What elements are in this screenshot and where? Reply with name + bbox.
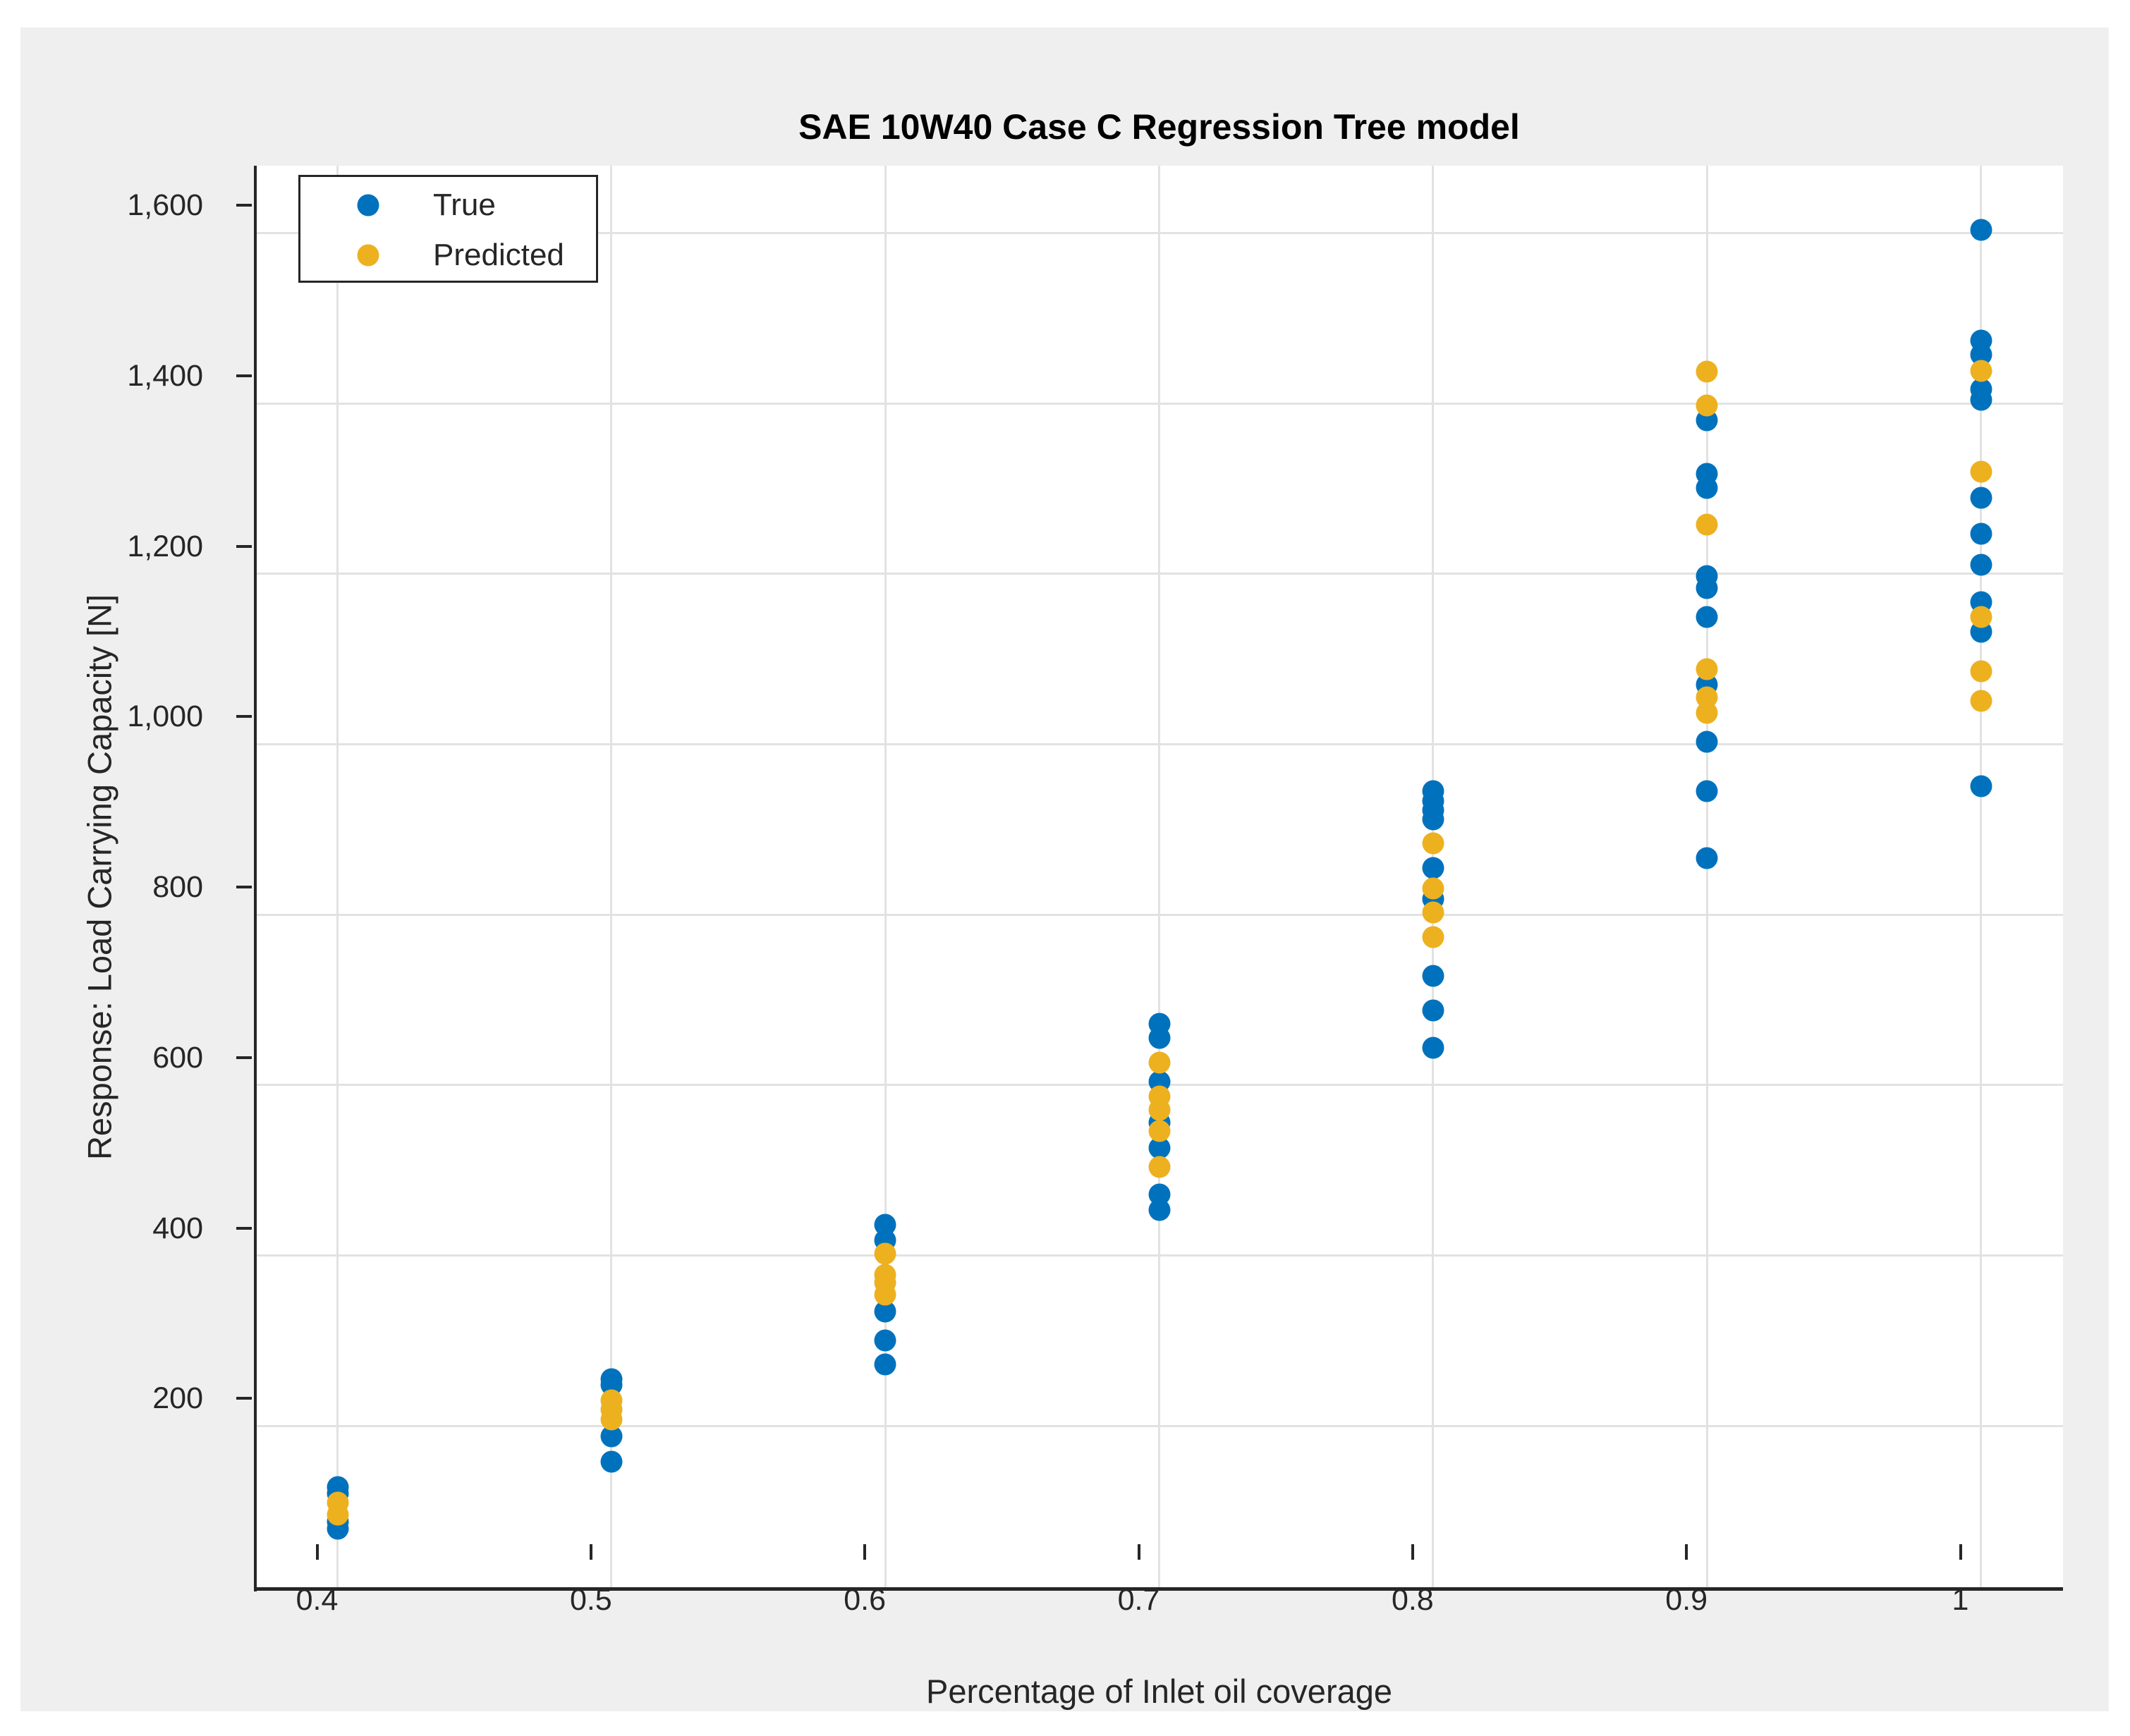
v-gridline-0.7 bbox=[1158, 166, 1160, 1589]
y-tick-label-400: 400 bbox=[152, 1211, 203, 1245]
x-tick-0.9 bbox=[1685, 1544, 1688, 1560]
data-point-predicted bbox=[874, 1242, 896, 1265]
data-point-predicted bbox=[1696, 658, 1718, 680]
data-point-true bbox=[1422, 857, 1444, 879]
plot-area bbox=[255, 166, 2063, 1589]
y-tick-1400 bbox=[236, 374, 252, 378]
data-point-true bbox=[1696, 477, 1718, 499]
data-point-predicted bbox=[1696, 394, 1718, 417]
data-point-predicted bbox=[1422, 832, 1444, 855]
x-tick-0.4 bbox=[315, 1544, 319, 1560]
y-tick-1600 bbox=[236, 204, 252, 207]
v-gridline-0.6 bbox=[884, 166, 887, 1589]
y-tick-400 bbox=[236, 1226, 252, 1230]
x-tick-label-0.7: 0.7 bbox=[1117, 1583, 1160, 1617]
x-tick-label-0.4: 0.4 bbox=[296, 1583, 339, 1617]
data-point-true bbox=[874, 1353, 896, 1376]
data-point-true bbox=[1422, 999, 1444, 1021]
x-tick-label-0.8: 0.8 bbox=[1391, 1583, 1434, 1617]
data-point-predicted bbox=[327, 1503, 348, 1526]
x-tick-label-1: 1 bbox=[1952, 1583, 1969, 1617]
x-tick-label-0.6: 0.6 bbox=[844, 1583, 887, 1617]
data-point-predicted bbox=[874, 1283, 896, 1306]
data-point-predicted bbox=[1970, 460, 1992, 483]
chart-title: SAE 10W40 Case C Regression Tree model bbox=[798, 107, 1520, 147]
data-point-predicted bbox=[1970, 660, 1992, 683]
y-tick-600 bbox=[236, 1056, 252, 1059]
x-tick-0.8 bbox=[1411, 1544, 1414, 1560]
x-axis-spine bbox=[254, 1587, 2063, 1591]
data-point-true bbox=[1148, 1027, 1170, 1049]
data-point-true bbox=[1970, 522, 1992, 545]
x-tick-0.7 bbox=[1137, 1544, 1140, 1560]
y-tick-1000 bbox=[236, 715, 252, 719]
x-tick-1 bbox=[1959, 1544, 1962, 1560]
x-tick-label-0.9: 0.9 bbox=[1665, 1583, 1708, 1617]
data-point-predicted bbox=[1422, 877, 1444, 900]
data-point-true bbox=[874, 1329, 896, 1352]
predicted-marker-icon bbox=[357, 244, 379, 267]
y-tick-200 bbox=[236, 1397, 252, 1400]
figure-background: SAE 10W40 Case C Regression Tree model 2… bbox=[20, 27, 2109, 1711]
y-tick-label-1400: 1,400 bbox=[127, 359, 203, 393]
y-tick-label-1600: 1,600 bbox=[127, 188, 203, 223]
y-tick-800 bbox=[236, 886, 252, 889]
y-tick-label-800: 800 bbox=[152, 870, 203, 905]
v-gridline-0.5 bbox=[610, 166, 613, 1589]
y-axis-spine bbox=[254, 166, 257, 1591]
y-tick-label-200: 200 bbox=[152, 1381, 203, 1416]
y-tick-label-1200: 1,200 bbox=[127, 529, 203, 563]
data-point-true bbox=[1696, 780, 1718, 802]
data-point-predicted bbox=[1696, 513, 1718, 536]
data-point-predicted bbox=[1970, 360, 1992, 382]
v-gridline-1 bbox=[1980, 166, 1982, 1589]
y-tick-label-600: 600 bbox=[152, 1040, 203, 1075]
data-point-true bbox=[600, 1450, 623, 1473]
data-point-true bbox=[1696, 731, 1718, 753]
data-point-predicted bbox=[1696, 702, 1718, 724]
data-point-true bbox=[1422, 965, 1444, 987]
v-gridline-0.4 bbox=[336, 166, 339, 1589]
data-point-true bbox=[1422, 1037, 1444, 1059]
data-point-predicted bbox=[1970, 606, 1992, 628]
legend-item-predicted-label: Predicted bbox=[433, 238, 564, 272]
data-point-predicted bbox=[1696, 360, 1718, 383]
data-point-true bbox=[1970, 219, 1992, 241]
data-point-true bbox=[1970, 554, 1992, 576]
data-point-predicted bbox=[1148, 1120, 1170, 1142]
x-tick-0.6 bbox=[863, 1544, 867, 1560]
x-tick-0.5 bbox=[589, 1544, 592, 1560]
data-point-true bbox=[1970, 389, 1992, 411]
y-tick-1200 bbox=[236, 544, 252, 548]
true-marker-icon bbox=[357, 194, 379, 216]
legend-item-true-label: True bbox=[433, 188, 496, 222]
data-point-predicted bbox=[1148, 1099, 1170, 1121]
data-point-predicted bbox=[1422, 926, 1444, 948]
y-tick-label-1000: 1,000 bbox=[127, 699, 203, 734]
data-point-true bbox=[1696, 606, 1718, 628]
data-point-true bbox=[1970, 487, 1992, 509]
data-point-predicted bbox=[1422, 901, 1444, 924]
v-gridline-0.9 bbox=[1705, 166, 1708, 1589]
data-point-predicted bbox=[600, 1408, 623, 1431]
data-point-true bbox=[1970, 775, 1992, 797]
y-axis-label: Response: Load Carrying Capacity [N] bbox=[80, 594, 118, 1161]
data-point-true bbox=[1422, 808, 1444, 831]
data-point-true bbox=[1696, 577, 1718, 599]
data-point-predicted bbox=[1970, 690, 1992, 712]
data-point-predicted bbox=[1148, 1156, 1170, 1178]
data-point-true bbox=[1696, 847, 1718, 869]
legend: True Predicted bbox=[298, 175, 598, 283]
x-axis-label: Percentage of Inlet oil coverage bbox=[925, 1673, 1393, 1710]
x-tick-label-0.5: 0.5 bbox=[569, 1583, 612, 1617]
data-point-predicted bbox=[1148, 1051, 1170, 1074]
data-point-true bbox=[1148, 1199, 1170, 1221]
